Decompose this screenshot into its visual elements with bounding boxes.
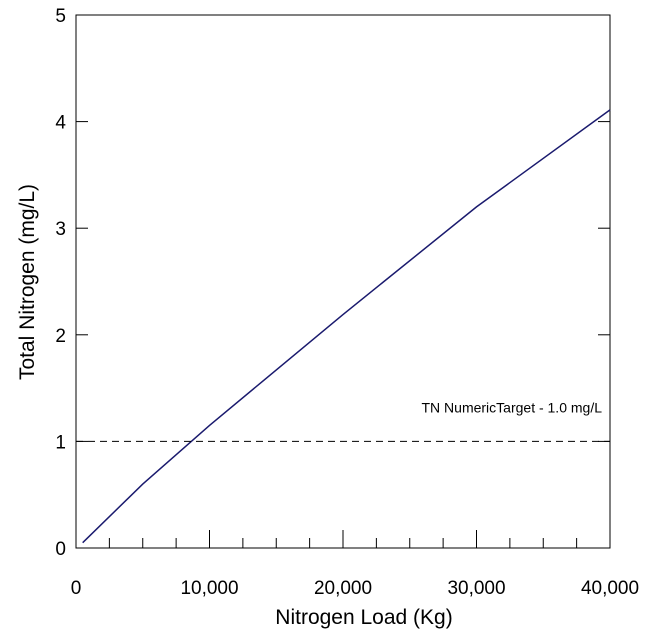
- target-label: TN NumericTarget - 1.0 mg/L: [422, 399, 603, 415]
- y-tick-label: 4: [55, 113, 66, 134]
- y-tick-label: 1: [55, 432, 66, 453]
- y-tick-label: 2: [55, 326, 66, 347]
- x-tick-label: 10,000: [180, 578, 238, 599]
- x-tick-label: 30,000: [447, 578, 505, 599]
- x-tick-label: 20,000: [314, 578, 372, 599]
- x-axis-label: Nitrogen Load (Kg): [275, 606, 452, 629]
- y-tick-label: 5: [55, 6, 66, 27]
- data-line: [82, 109, 611, 544]
- y-tick-label: 0: [55, 539, 66, 560]
- plot-frame: [75, 14, 611, 549]
- y-axis-label: Total Nitrogen (mg/L): [16, 184, 39, 380]
- x-tick-label: 40,000: [581, 578, 639, 599]
- x-tick-label: 0: [71, 578, 82, 599]
- y-tick-label: 3: [55, 219, 66, 240]
